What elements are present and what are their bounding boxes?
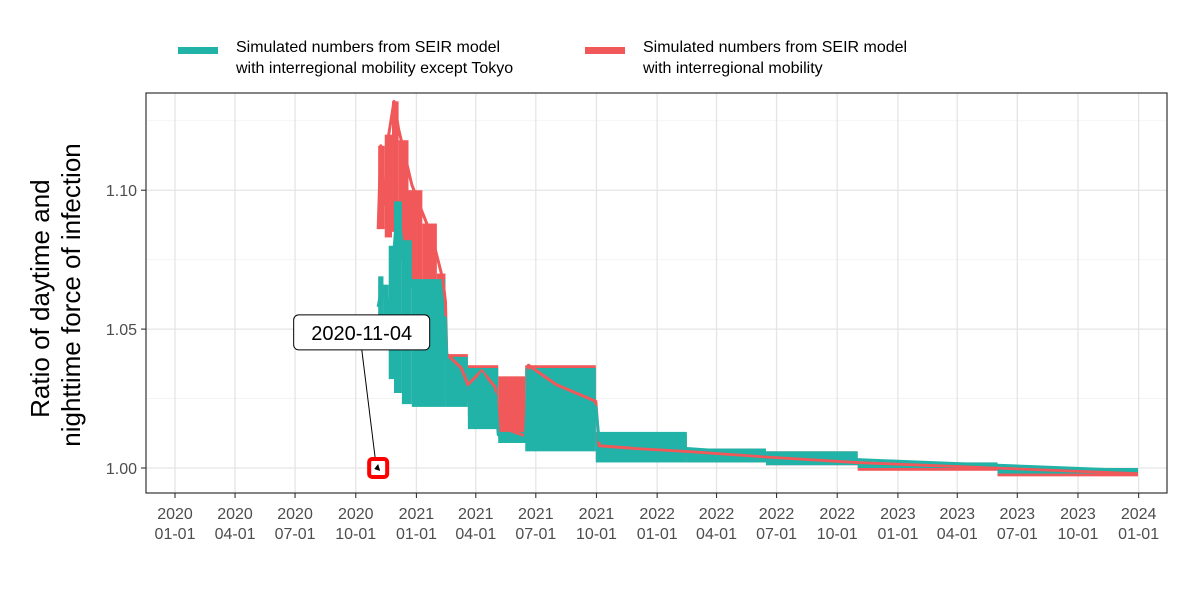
series-0-range-band — [408, 190, 423, 285]
series-0-range-band — [378, 145, 385, 230]
x-tick-label: 2023 04-01 — [937, 506, 978, 543]
y-axis-title-line-2: nighttime force of infection — [56, 143, 86, 447]
series-1-range-band — [525, 368, 596, 452]
annotation-layer: 2020-11-04 — [293, 314, 431, 479]
x-tick-label-line: 10-01 — [335, 526, 376, 543]
x-tick-label: 2021 01-01 — [396, 506, 437, 543]
x-tick-label-line: 04-01 — [696, 526, 737, 543]
x-tick-label: 2022 01-01 — [637, 506, 678, 543]
x-tick-label-line: 2021 — [399, 506, 435, 523]
x-tick-label-line: 2023 — [999, 506, 1035, 523]
x-tick-label: 2020 01-01 — [155, 506, 196, 543]
x-tick-label-line: 10-01 — [576, 526, 617, 543]
x-tick-label: 2020 10-01 — [335, 506, 376, 543]
x-tick-label-line: 01-01 — [155, 526, 196, 543]
y-tick-label: 1.10 — [106, 183, 137, 200]
x-tick-label-line: 07-01 — [997, 526, 1038, 543]
x-tick-label-line: 07-01 — [756, 526, 797, 543]
series-0-line — [376, 99, 1139, 476]
x-tick-label-line: 2021 — [458, 506, 494, 523]
series-0-range-band — [384, 134, 393, 238]
x-tick-label: 2023 10-01 — [1057, 506, 1098, 543]
annotation-label-box — [293, 314, 431, 351]
x-tick-label: 2022 10-01 — [817, 506, 858, 543]
x-tick-label: 2022 04-01 — [696, 506, 737, 543]
legend-label-full-mobility-line-1: Simulated numbers from SEIR model — [643, 39, 907, 56]
x-tick-label-line: 04-01 — [455, 526, 496, 543]
legend-label-except-tokyo: Simulated numbers from SEIR model with i… — [235, 39, 513, 77]
x-tick-label-line: 2022 — [819, 506, 855, 523]
annotation-label: 2020-11-04 — [311, 323, 412, 345]
line-layer — [376, 99, 1139, 476]
x-tick-label: 2023 01-01 — [877, 506, 918, 543]
series-1-range-band — [388, 245, 394, 380]
plot-panel-border — [145, 92, 1168, 494]
x-tick-label-line: 01-01 — [637, 526, 678, 543]
x-tick-label-line: 2020 — [277, 506, 313, 523]
x-tick-label-line: 2020 — [338, 506, 374, 523]
x-tick-label-line: 04-01 — [937, 526, 978, 543]
y-tick-label: 1.05 — [106, 322, 137, 339]
legend-key-except-tokyo — [178, 47, 218, 54]
legend-label-full-mobility-line-2: with interregional mobility — [642, 60, 823, 77]
series-0-range-band — [392, 101, 399, 232]
legend: Simulated numbers from SEIR model with i… — [178, 39, 912, 77]
x-tick-label-line: 2022 — [639, 506, 675, 523]
x-tick-label: 2023 07-01 — [997, 506, 1038, 543]
x-tick-label-line: 2021 — [579, 506, 615, 523]
x-tick-label-line: 07-01 — [515, 526, 556, 543]
legend-label-except-tokyo-line-1: Simulated numbers from SEIR model — [236, 39, 500, 56]
series-0-range-band — [398, 140, 409, 260]
series-1-line — [376, 205, 1139, 473]
x-tick-label-line: 2020 — [157, 506, 193, 523]
x-tick-label-line: 2023 — [880, 506, 916, 523]
x-tick-label: 2021 04-01 — [455, 506, 496, 543]
x-tick-label-line: 10-01 — [1057, 526, 1098, 543]
x-tick-label-line: 2023 — [939, 506, 975, 523]
x-tick-label-line: 2022 — [699, 506, 735, 523]
x-tick-label-line: 2021 — [518, 506, 554, 523]
x-tick-label: 2021 07-01 — [515, 506, 556, 543]
y-axis: 1.00 1.05 1.10 — [106, 183, 146, 478]
x-tick-label-line: 04-01 — [215, 526, 256, 543]
x-tick-label-line: 2024 — [1121, 506, 1157, 523]
y-tick-label: 1.00 — [106, 461, 137, 478]
x-tick-label-line: 2022 — [759, 506, 795, 523]
x-tick-label: 2022 07-01 — [756, 506, 797, 543]
x-tick-label-line: 2020 — [217, 506, 253, 523]
series-1-range-band — [393, 201, 402, 393]
x-tick-label-line: 07-01 — [275, 526, 316, 543]
x-tick-label: 2020 04-01 — [215, 506, 256, 543]
x-tick-label: 2021 10-01 — [576, 506, 617, 543]
x-tick-label-line: 2023 — [1060, 506, 1096, 523]
x-tick-label-line: 10-01 — [817, 526, 858, 543]
x-tick-label-line: 01-01 — [1118, 526, 1159, 543]
band-layer — [378, 101, 1138, 477]
y-axis-title: Ratio of daytime and nighttime force of … — [25, 143, 86, 447]
annotation-leader-line — [361, 348, 377, 467]
y-axis-title-line-1: Ratio of daytime and — [25, 179, 55, 417]
legend-label-except-tokyo-line-2: with interregional mobility except Tokyo — [235, 60, 513, 77]
x-tick-label-line: 01-01 — [396, 526, 437, 543]
legend-label-full-mobility: Simulated numbers from SEIR model with i… — [642, 39, 912, 77]
x-tick-label: 2020 07-01 — [275, 506, 316, 543]
x-tick-label: 2024 01-01 — [1118, 506, 1159, 543]
x-tick-label-line: 01-01 — [877, 526, 918, 543]
annotation-arrowhead — [374, 464, 381, 471]
legend-key-full-mobility — [585, 47, 625, 54]
